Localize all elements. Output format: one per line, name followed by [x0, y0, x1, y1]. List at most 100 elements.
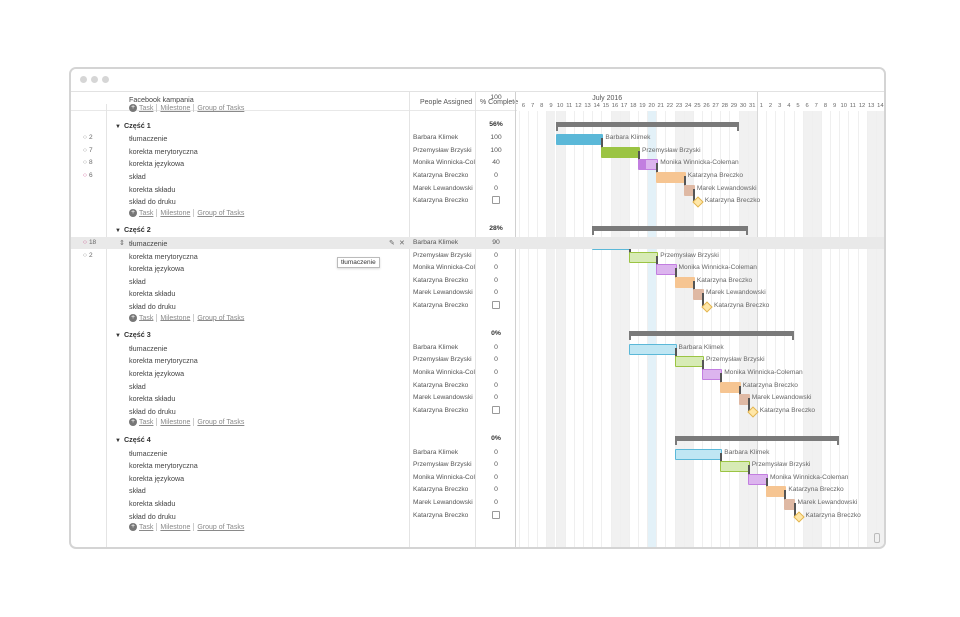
group-row[interactable]: ▼ Część 4 0% — [71, 433, 884, 445]
delete-x-icon[interactable]: ✕ — [399, 240, 405, 247]
minimize-dot[interactable] — [91, 76, 98, 83]
add-group-link[interactable]: Group of Tasks — [197, 209, 245, 217]
task-percent[interactable]: 0 — [494, 473, 498, 481]
task-checkbox-cell[interactable] — [475, 510, 517, 519]
add-group-link[interactable]: Group of Tasks — [197, 524, 245, 532]
task-row[interactable]: skład do druku Katarzyna Breczko — [71, 510, 884, 522]
task-percent[interactable]: 0 — [494, 356, 498, 364]
task-percent[interactable]: 0 — [494, 276, 498, 284]
task-row[interactable]: tłumaczenie Barbara Klimek 100 ○ 2 — [71, 132, 884, 144]
task-name[interactable]: tłumaczenie — [129, 343, 168, 353]
task-name[interactable]: korekta językowa — [129, 159, 185, 169]
zoom-dot[interactable] — [102, 76, 109, 83]
task-assignee[interactable]: Przemysław Brzyski — [413, 461, 472, 469]
task-name[interactable]: tłumaczenie — [129, 239, 168, 248]
group-row[interactable]: ▼ Część 3 0% — [71, 328, 884, 340]
add-task-link[interactable]: Task — [139, 314, 154, 322]
task-assignee[interactable]: Monika Winnicka-Coleman — [413, 159, 475, 167]
add-task-link[interactable]: Task — [139, 524, 154, 532]
task-row[interactable]: skład do druku Katarzyna Breczko — [71, 195, 884, 207]
milestone-checkbox[interactable] — [492, 196, 500, 205]
task-assignee[interactable]: Katarzyna Breczko — [413, 381, 469, 389]
task-assignee[interactable]: Przemysław Brzyski — [413, 146, 472, 154]
task-name[interactable]: skład do druku — [129, 406, 176, 416]
task-row[interactable]: korekta składu Marek Lewandowski 0 — [71, 392, 884, 404]
task-percent[interactable]: 0 — [494, 448, 498, 456]
group-row[interactable]: ▼ Część 1 56% — [71, 119, 884, 131]
task-row[interactable]: korekta merytoryczna Przemysław Brzyski 0 ○… — [71, 250, 884, 262]
edit-pencil-icon[interactable]: ✎ — [389, 240, 395, 247]
add-group-link[interactable]: Group of Tasks — [197, 314, 245, 322]
close-dot[interactable] — [80, 76, 87, 83]
task-row[interactable]: korekta językowa Monika Winnicka-Coleman 4… — [71, 157, 884, 169]
task-percent[interactable]: 0 — [494, 461, 498, 469]
add-plus-icon[interactable]: + — [129, 418, 137, 427]
task-assignee[interactable]: Monika Winnicka-Coleman — [413, 473, 475, 481]
milestone-checkbox[interactable] — [492, 405, 500, 414]
task-row[interactable]: tłumaczenie Barbara Klimek 0 — [71, 342, 884, 354]
group-summary-bar[interactable] — [674, 436, 840, 441]
task-assignee[interactable]: Marek Lewandowski — [413, 499, 473, 506]
task-assignee[interactable]: Barbara Klimek — [413, 134, 459, 142]
comment-count[interactable]: ○ 18 — [83, 239, 96, 246]
collapse-triangle-icon[interactable]: ▼ — [115, 123, 121, 130]
task-assignee[interactable]: Barbara Klimek — [413, 448, 459, 456]
vertical-scrollbar[interactable] — [874, 533, 880, 543]
task-assignee[interactable]: Katarzyna Breczko — [413, 486, 469, 494]
task-checkbox-cell[interactable] — [475, 196, 517, 205]
task-assignee[interactable]: Katarzyna Breczko — [413, 302, 469, 309]
percent-complete-header[interactable]: % Complete — [480, 99, 519, 106]
group-name[interactable]: ▼ Część 4 — [115, 435, 151, 444]
task-assignee[interactable]: Przemysław Brzyski — [413, 251, 472, 259]
group-name[interactable]: ▼ Część 2 — [115, 225, 151, 234]
task-name[interactable]: korekta językowa — [129, 473, 185, 483]
task-assignee[interactable]: Katarzyna Breczko — [413, 406, 469, 414]
task-percent[interactable]: 40 — [492, 159, 500, 167]
task-name[interactable]: korekta składu — [129, 394, 176, 404]
task-row[interactable]: skład Katarzyna Breczko 0 — [71, 380, 884, 392]
task-checkbox-cell[interactable] — [475, 301, 517, 309]
task-percent[interactable]: 100 — [490, 134, 502, 142]
task-name[interactable]: korekta językowa — [129, 369, 185, 378]
task-row[interactable]: skład Katarzyna Breczko 0 — [71, 484, 884, 496]
task-name[interactable]: skład — [129, 486, 146, 496]
task-percent[interactable]: 0 — [494, 381, 498, 389]
task-percent[interactable]: 0 — [494, 172, 498, 179]
group-name[interactable]: ▼ Część 1 — [115, 121, 151, 130]
task-row[interactable]: tłumaczenie Barbara Klimek 0 — [71, 447, 884, 459]
task-assignee[interactable]: Marek Lewandowski — [413, 289, 473, 297]
task-name[interactable]: skład — [129, 381, 146, 391]
add-milestone-link[interactable]: Milestone — [160, 104, 191, 112]
comment-count[interactable]: ○ 2 — [83, 134, 93, 141]
task-name[interactable]: skład — [129, 276, 146, 286]
group-summary-bar[interactable] — [592, 226, 748, 232]
task-assignee[interactable]: Katarzyna Breczko — [413, 197, 469, 205]
task-row[interactable]: skład Katarzyna Breczko 0 ○ 6 — [71, 170, 884, 182]
add-task-link[interactable]: Task — [139, 104, 154, 112]
task-row[interactable]: korekta merytoryczna Przemysław Brzyski 0 — [71, 354, 884, 366]
task-name[interactable]: tłumaczenie — [129, 448, 168, 458]
task-assignee[interactable]: Barbara Klimek — [413, 343, 459, 351]
comment-count[interactable]: ○ 2 — [83, 252, 93, 259]
add-plus-icon[interactable]: + — [129, 208, 137, 217]
task-percent[interactable]: 0 — [494, 486, 498, 494]
group-row[interactable]: ▼ Część 2 28% — [71, 223, 884, 235]
task-row[interactable]: skład Katarzyna Breczko 0 — [71, 275, 884, 287]
task-row[interactable]: korekta merytoryczna Przemysław Brzyski 10… — [71, 145, 884, 157]
add-milestone-link[interactable]: Milestone — [160, 524, 191, 532]
task-name[interactable]: skład do druku — [129, 511, 176, 521]
task-name[interactable]: korekta językowa — [129, 264, 185, 274]
add-plus-icon[interactable]: + — [129, 104, 137, 112]
task-percent[interactable]: 0 — [494, 264, 498, 272]
milestone-checkbox[interactable] — [492, 301, 500, 309]
task-row[interactable]: tłumaczenie Barbara Klimek 90 ○ 18 ✎ ✕ ⇕ — [71, 237, 884, 249]
task-name[interactable]: korekta składu — [129, 289, 176, 299]
add-milestone-link[interactable]: Milestone — [160, 314, 191, 322]
people-assigned-header[interactable]: People Assigned — [420, 99, 473, 106]
collapse-triangle-icon[interactable]: ▼ — [115, 228, 121, 235]
task-row[interactable]: korekta językowa Monika Winnicka-Coleman 0 — [71, 262, 884, 274]
task-name[interactable]: korekta merytoryczna — [129, 461, 198, 471]
task-assignee[interactable]: Monika Winnicka-Coleman — [413, 264, 475, 272]
collapse-triangle-icon[interactable]: ▼ — [115, 438, 121, 444]
add-milestone-link[interactable]: Milestone — [160, 209, 191, 217]
